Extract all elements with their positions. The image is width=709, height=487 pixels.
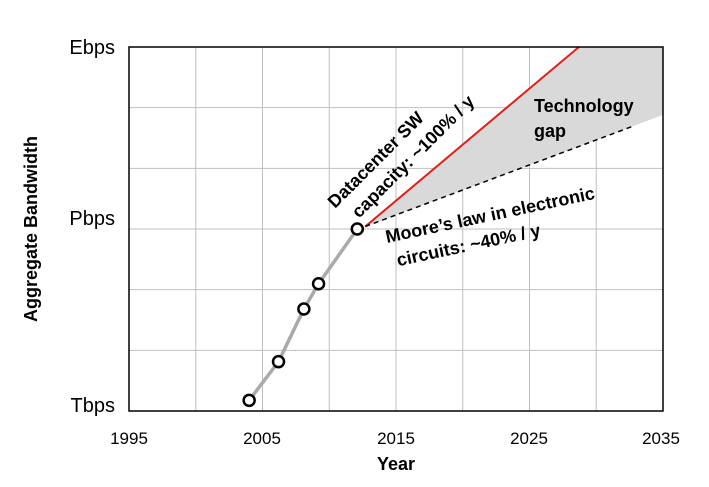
plot-frame [128,46,664,412]
y-axis-title: Aggregate Bandwidth [21,136,41,322]
y-tick-label: Tbps [71,395,115,417]
technology-gap-line2: gap [534,121,566,141]
x-tick-label: 2015 [377,429,415,448]
trend-lines [364,46,634,228]
technology-gap-line1: Technology [534,96,634,116]
technology-gap-area [365,47,663,227]
data-point [271,354,286,369]
sw-capacity-trend-line [364,46,580,228]
measured-series [242,222,365,408]
x-tick-label: 1995 [110,429,148,448]
x-tick-label: 2005 [243,429,281,448]
y-tick-label: Ebps [69,37,115,59]
data-point [297,302,311,316]
y-tick-label: Pbps [69,208,115,230]
moores-law-trend-line [365,125,634,228]
data-point [350,222,365,236]
data-point [311,277,326,291]
x-tick-label: 2025 [510,429,548,448]
technology-gap-fill [365,47,663,227]
x-tick-label: 2035 [642,429,680,448]
x-axis-title: Year [377,454,415,474]
data-point [242,393,256,408]
